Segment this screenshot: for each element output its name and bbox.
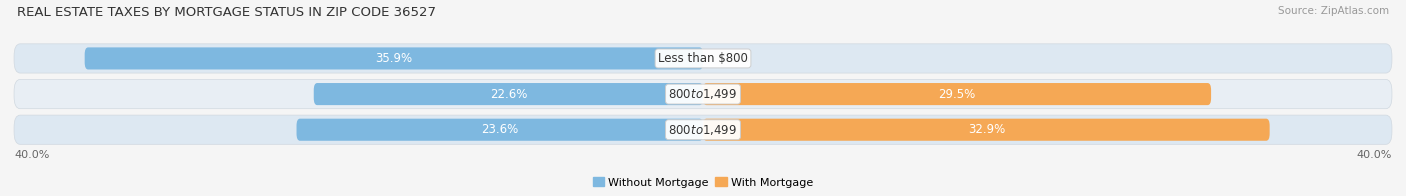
Text: Less than $800: Less than $800: [658, 52, 748, 65]
FancyBboxPatch shape: [703, 83, 1211, 105]
Text: 35.9%: 35.9%: [375, 52, 412, 65]
FancyBboxPatch shape: [14, 44, 1392, 73]
FancyBboxPatch shape: [314, 83, 703, 105]
FancyBboxPatch shape: [297, 119, 703, 141]
Text: 29.5%: 29.5%: [938, 88, 976, 101]
Text: REAL ESTATE TAXES BY MORTGAGE STATUS IN ZIP CODE 36527: REAL ESTATE TAXES BY MORTGAGE STATUS IN …: [17, 6, 436, 19]
FancyBboxPatch shape: [703, 119, 1270, 141]
Text: 40.0%: 40.0%: [1357, 150, 1392, 160]
Text: 22.6%: 22.6%: [489, 88, 527, 101]
Text: $800 to $1,499: $800 to $1,499: [668, 87, 738, 101]
Legend: Without Mortgage, With Mortgage: Without Mortgage, With Mortgage: [588, 173, 818, 192]
Text: Source: ZipAtlas.com: Source: ZipAtlas.com: [1278, 6, 1389, 16]
Text: 40.0%: 40.0%: [14, 150, 49, 160]
FancyBboxPatch shape: [14, 115, 1392, 144]
FancyBboxPatch shape: [84, 47, 703, 70]
Text: $800 to $1,499: $800 to $1,499: [668, 123, 738, 137]
FancyBboxPatch shape: [14, 79, 1392, 109]
Text: 0.0%: 0.0%: [720, 52, 749, 65]
Text: 32.9%: 32.9%: [967, 123, 1005, 136]
Text: 23.6%: 23.6%: [481, 123, 519, 136]
